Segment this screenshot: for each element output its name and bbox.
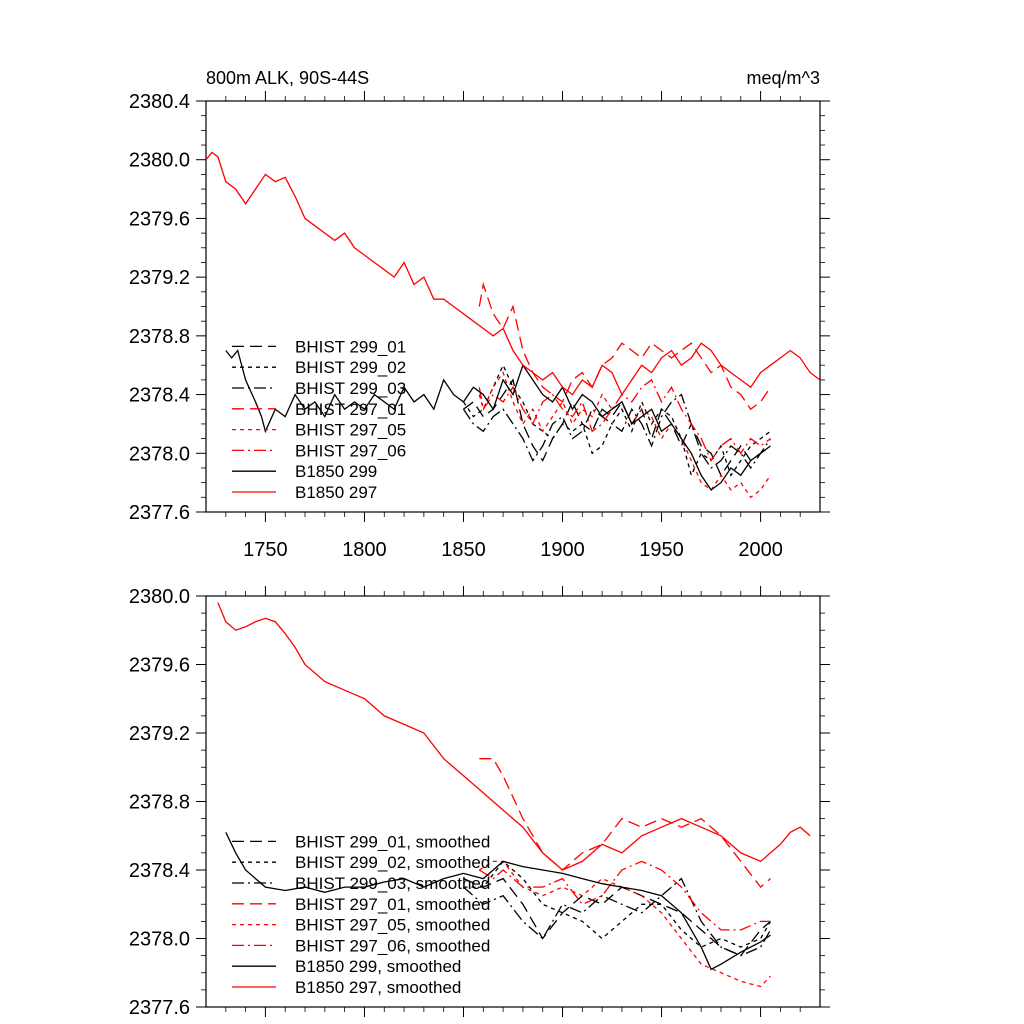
y-tick-label: 2378.4 xyxy=(129,860,190,882)
top-series-group xyxy=(206,151,820,499)
y-tick-label: 2378.8 xyxy=(129,326,190,348)
y-tick-label: 2379.2 xyxy=(129,723,190,745)
series-line-2 xyxy=(462,393,772,470)
legend-label-1: BHIST 299_02 xyxy=(295,358,406,377)
legend-label-0: BHIST 299_01 xyxy=(295,337,406,356)
legend-label-3: BHIST 297_01, smoothed xyxy=(295,895,490,914)
y-tick-label: 2377.6 xyxy=(129,502,190,524)
legend-label-0: BHIST 299_01, smoothed xyxy=(295,832,490,851)
series-line-7 xyxy=(206,151,820,396)
top-panel: 800m ALK, 90S-44S meq/m^3 1750 1800 1850 19… xyxy=(129,68,830,561)
legend-label-5: BHIST 297_06, smoothed xyxy=(295,936,490,955)
legend-label-7: B1850 297 xyxy=(295,483,377,502)
x-tick-label: 1800 xyxy=(342,539,387,561)
y-tick-label: 2378.0 xyxy=(129,443,190,465)
series-line-6 xyxy=(225,349,771,491)
top-panel-units: meq/m^3 xyxy=(747,68,820,88)
y-tick-label: 2379.2 xyxy=(129,267,190,289)
series-line-6 xyxy=(225,832,771,971)
legend-label-1: BHIST 299_02, smoothed xyxy=(295,853,490,872)
series-line-4 xyxy=(478,860,771,988)
y-tick-label: 2377.6 xyxy=(129,997,190,1019)
legend-label-4: BHIST 297_05 xyxy=(295,421,406,440)
bottom-panel: 2377.6 2378.0 2378.4 2378.8 2379.2 2379.6 2380… xyxy=(129,586,830,1019)
y-tick-label: 2379.6 xyxy=(129,655,190,677)
series-line-0 xyxy=(463,877,771,957)
x-tick-label: 1850 xyxy=(441,539,486,561)
y-tick-label: 2378.8 xyxy=(129,792,190,814)
top-axis-ticks: 1750 1800 1850 1900 1950 2000 2377.6 2378.0 2378… xyxy=(129,91,830,561)
series-line-1 xyxy=(462,363,771,478)
series-line-3 xyxy=(479,758,771,889)
series-line-5 xyxy=(478,378,771,462)
top-panel-title: 800m ALK, 90S-44S xyxy=(206,68,369,88)
series-line-5 xyxy=(478,860,771,931)
series-line-2 xyxy=(463,877,772,957)
legend-label-5: BHIST 297_06 xyxy=(295,441,406,460)
x-tick-label: 1750 xyxy=(243,539,288,561)
series-line-7 xyxy=(217,602,811,871)
y-tick-label: 2380.0 xyxy=(129,150,190,172)
series-line-0 xyxy=(463,378,771,477)
y-tick-label: 2380.0 xyxy=(129,586,190,608)
x-tick-label: 1900 xyxy=(540,539,585,561)
y-tick-label: 2378.0 xyxy=(129,929,190,951)
legend-label-4: BHIST 297_05, smoothed xyxy=(295,916,490,935)
bottom-series-group xyxy=(217,602,811,988)
y-tick-label: 2378.4 xyxy=(129,385,190,407)
legend-label-6: B1850 299, smoothed xyxy=(295,957,461,976)
legend-label-7: B1850 297, smoothed xyxy=(295,978,461,997)
legend-label-2: BHIST 299_03, smoothed xyxy=(295,874,490,893)
top-legend: BHIST 299_01 BHIST 299_02 BHIST 299_03 BHIS… xyxy=(232,337,406,502)
legend-label-3: BHIST 297_01 xyxy=(295,400,406,419)
y-tick-label: 2379.6 xyxy=(129,208,190,230)
bottom-legend: BHIST 299_01, smoothed BHIST 299_02, smoo… xyxy=(232,832,490,997)
bottom-axis-ticks: 2377.6 2378.0 2378.4 2378.8 2379.2 2379.6 2380… xyxy=(129,586,830,1019)
legend-label-6: B1850 299 xyxy=(295,462,377,481)
legend-label-2: BHIST 299_03 xyxy=(295,379,406,398)
x-tick-label: 2000 xyxy=(738,539,783,561)
x-tick-label: 1950 xyxy=(639,539,684,561)
series-line-1 xyxy=(463,860,772,948)
y-tick-label: 2380.4 xyxy=(129,91,190,113)
